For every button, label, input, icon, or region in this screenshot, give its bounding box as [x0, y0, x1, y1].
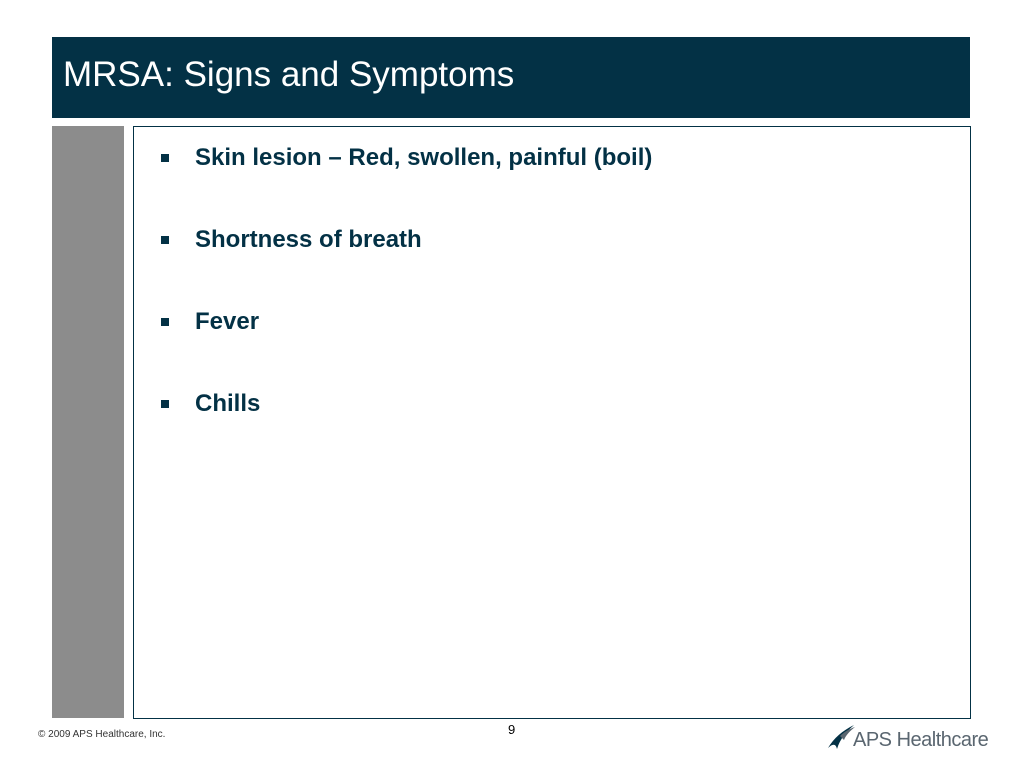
company-logo: APS Healthcare	[826, 720, 989, 752]
bullet-item: Shortness of breath	[161, 225, 652, 307]
slide-title: MRSA: Signs and Symptoms	[63, 55, 515, 94]
bullet-text: Shortness of breath	[195, 226, 422, 253]
bullet-item: Skin lesion – Red, swollen, painful (boi…	[161, 143, 652, 225]
bullet-text: Skin lesion – Red, swollen, painful (boi…	[195, 144, 653, 171]
content-box: Skin lesion – Red, swollen, painful (boi…	[133, 126, 971, 719]
side-band	[52, 126, 124, 718]
logo-text: APS Healthcare	[853, 729, 989, 751]
bullet-item: Chills	[161, 389, 652, 471]
bullet-list: Skin lesion – Red, swollen, painful (boi…	[161, 143, 652, 471]
square-bullet-icon	[161, 400, 169, 408]
square-bullet-icon	[161, 154, 169, 162]
square-bullet-icon	[161, 318, 169, 326]
page-number: 9	[508, 722, 516, 737]
square-bullet-icon	[161, 236, 169, 244]
aps-swoosh-icon	[828, 725, 855, 749]
bullet-text: Fever	[195, 308, 260, 335]
bullet-item: Fever	[161, 307, 652, 389]
title-bar: MRSA: Signs and Symptoms	[52, 37, 970, 118]
bullet-text: Chills	[195, 390, 261, 417]
footer-copyright: © 2009 APS Healthcare, Inc.	[38, 729, 166, 740]
